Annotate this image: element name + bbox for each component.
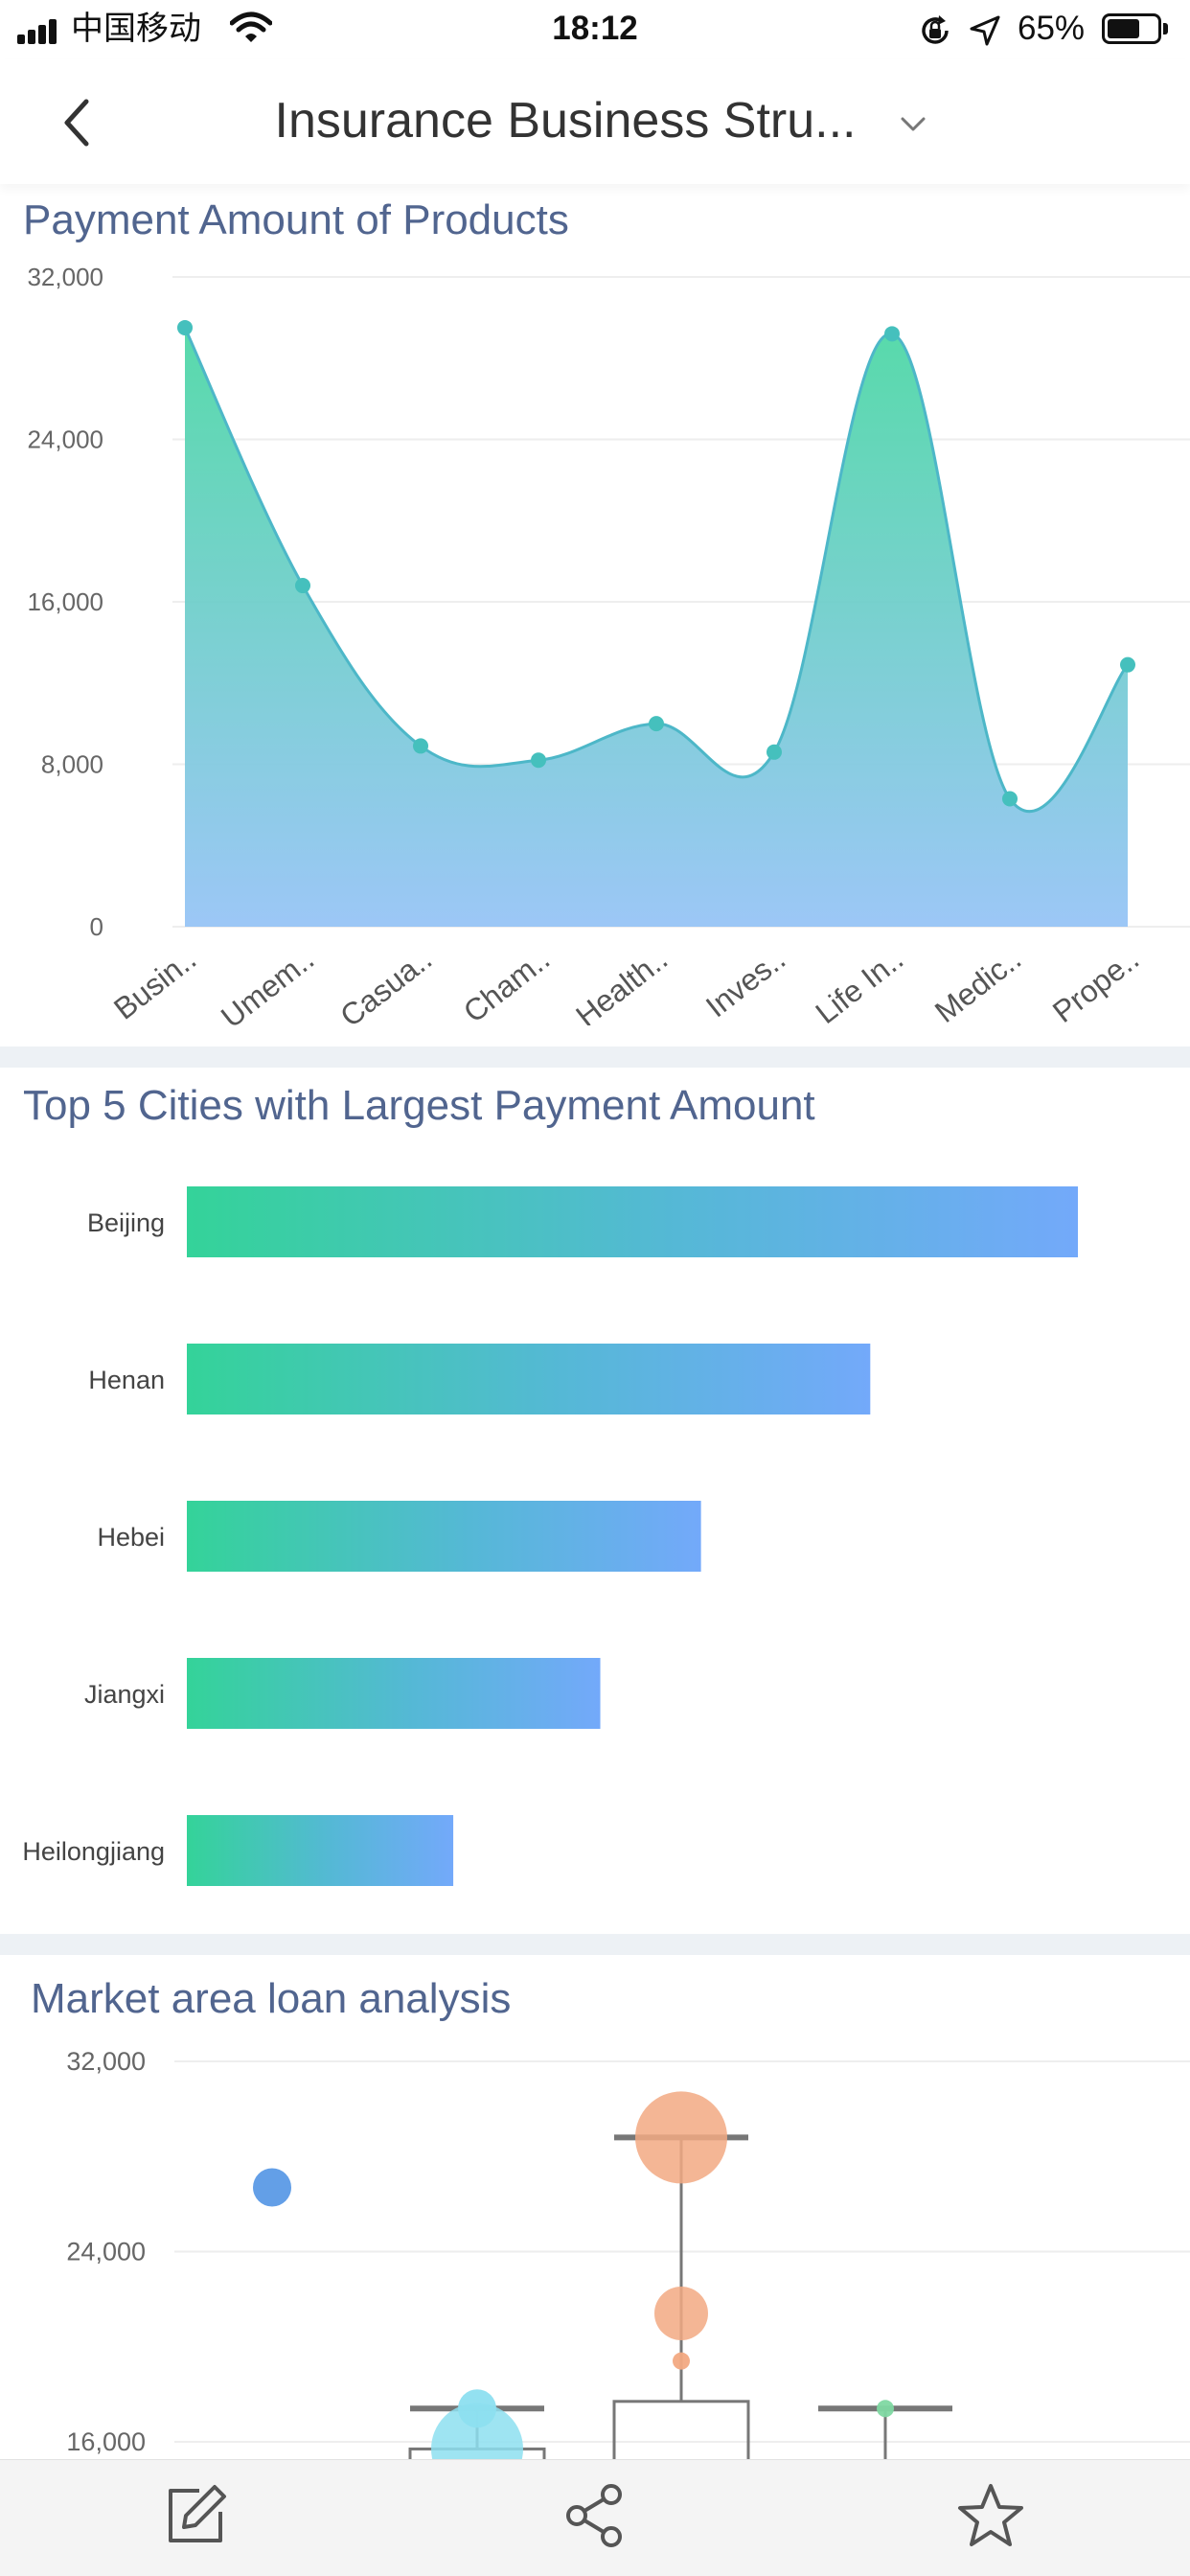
share-icon[interactable] <box>560 2481 629 2550</box>
market-chart-title: Market area loan analysis <box>31 1975 512 2022</box>
battery-tip <box>1163 23 1168 34</box>
market-loan-chart[interactable]: 16,000 24,000 32,000 <box>0 2041 1190 2459</box>
cities-chart-title: Top 5 Cities with Largest Payment Amount <box>23 1082 815 1129</box>
data-point[interactable] <box>413 738 428 754</box>
y-tick-label: 24,000 <box>27 426 103 454</box>
payment-chart-title: Payment Amount of Products <box>23 196 569 243</box>
x-tick-label: Busin.. <box>107 941 202 1025</box>
series-line <box>183 327 1130 813</box>
data-point[interactable] <box>767 744 782 760</box>
x-tick-label: Medic.. <box>928 941 1027 1025</box>
section-divider <box>0 1046 1190 1068</box>
y-tick-label: 16,000 <box>66 2427 146 2456</box>
status-bar: 中国移动 18:12 65% <box>0 0 1190 59</box>
x-tick-label: Health.. <box>569 941 674 1025</box>
y-tick-label: 24,000 <box>66 2238 146 2266</box>
x-tick-label: Life In.. <box>809 941 909 1025</box>
payment-area-chart[interactable]: 0 8,000 16,000 24,000 32,000 Busin.. Umem.. Ca… <box>0 251 1190 1025</box>
bar-label: Hebei <box>97 1523 165 1552</box>
bar[interactable] <box>187 1815 454 1886</box>
bar[interactable] <box>187 1344 871 1414</box>
bubble[interactable] <box>431 2403 523 2459</box>
bar-label: Heilongjiang <box>22 1837 165 1866</box>
area-fill <box>185 327 1128 927</box>
battery-percent: 65% <box>1018 10 1086 47</box>
bubble[interactable] <box>253 2168 291 2207</box>
chevron-left-icon[interactable] <box>57 96 96 150</box>
bubble[interactable] <box>673 2352 690 2370</box>
bubble[interactable] <box>877 2400 894 2418</box>
battery-level <box>1108 19 1139 38</box>
y-tick-label: 8,000 <box>41 750 103 779</box>
section-divider <box>0 1934 1190 1955</box>
x-tick-label: Umem.. <box>215 941 320 1025</box>
y-tick-label: 32,000 <box>66 2047 146 2076</box>
bar-label: Beijing <box>87 1208 165 1237</box>
clock: 18:12 <box>552 10 638 47</box>
data-point[interactable] <box>1120 656 1135 673</box>
bar-label: Henan <box>88 1366 165 1394</box>
x-tick-label: Casua.. <box>333 941 438 1025</box>
x-tick-label: Inves.. <box>699 941 791 1024</box>
favorite-icon[interactable] <box>956 2481 1025 2550</box>
data-point[interactable] <box>531 752 546 769</box>
battery-icon <box>1102 13 1161 44</box>
signal-icon <box>17 17 63 44</box>
bar-label: Jiangxi <box>84 1680 165 1709</box>
rotation-lock-icon <box>922 15 949 44</box>
data-point[interactable] <box>884 326 900 342</box>
data-point[interactable] <box>177 319 193 335</box>
bar[interactable] <box>187 1501 701 1572</box>
bar[interactable] <box>187 1186 1078 1257</box>
y-tick-label: 16,000 <box>27 587 103 616</box>
data-point[interactable] <box>1002 791 1018 807</box>
edit-icon[interactable] <box>161 2481 230 2550</box>
bubble[interactable] <box>635 2091 727 2184</box>
y-tick-label: 32,000 <box>27 263 103 291</box>
x-tick-label: Prope.. <box>1046 941 1145 1025</box>
bar[interactable] <box>187 1658 601 1729</box>
navigation-bar: Insurance Business Stru... <box>0 59 1190 184</box>
cities-bar-chart[interactable]: Beijing Henan Hebei Jiangxi Heilongjiang <box>0 1146 1190 1920</box>
carrier-name: 中国移动 <box>71 11 201 47</box>
wifi-icon <box>230 12 272 42</box>
bubble[interactable] <box>654 2287 708 2341</box>
data-point[interactable] <box>649 716 664 732</box>
chevron-down-icon[interactable] <box>899 109 927 138</box>
y-tick-label: 0 <box>90 912 103 941</box>
location-icon <box>970 15 1000 46</box>
x-tick-label: Cham.. <box>457 941 556 1025</box>
page-title[interactable]: Insurance Business Stru... <box>274 93 857 149</box>
bottom-toolbar <box>0 2459 1190 2576</box>
data-point[interactable] <box>295 578 310 594</box>
box[interactable] <box>612 2400 750 2459</box>
